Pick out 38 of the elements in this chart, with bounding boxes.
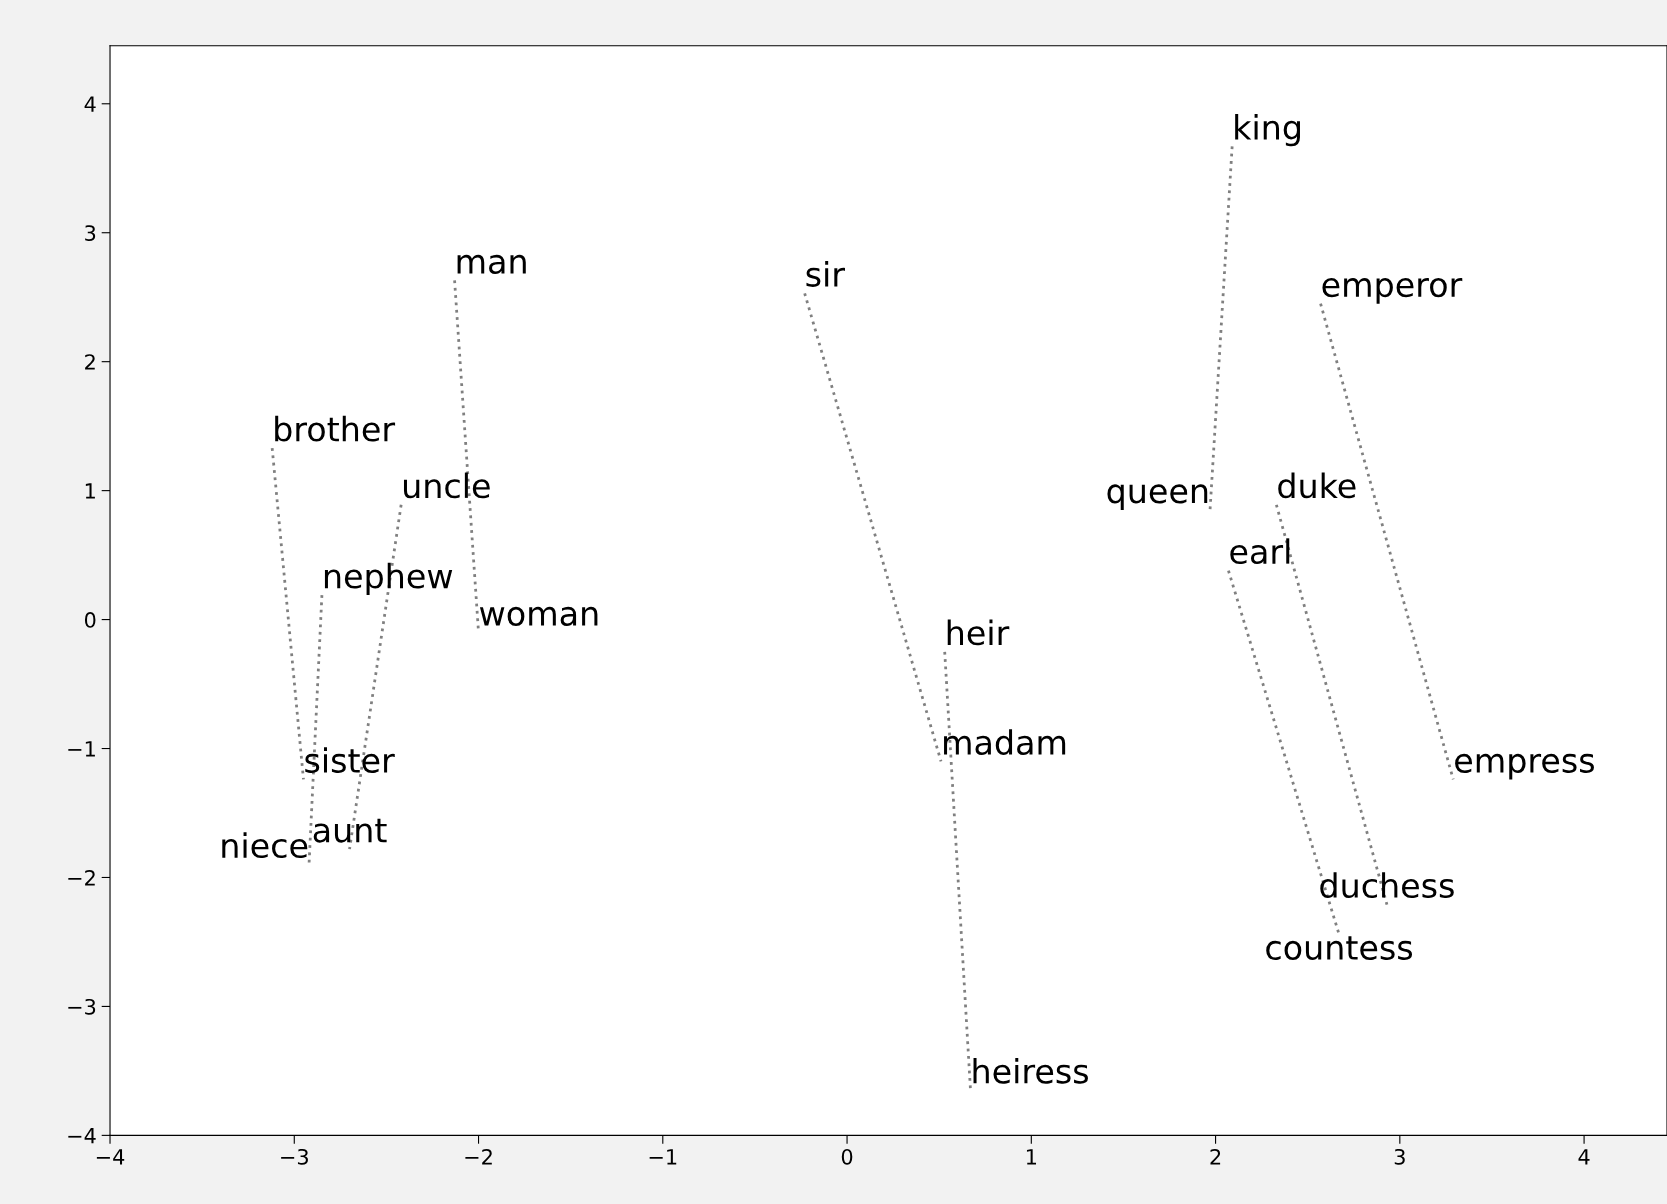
x-tick-label: −3 — [281, 1148, 308, 1165]
annotation: heir — [947, 619, 1010, 646]
x-tick-label: 0 — [841, 1148, 853, 1165]
annotation: man — [457, 254, 526, 274]
x-tick-label: −4 — [96, 1149, 125, 1165]
y-tick-label: −4 — [68, 1128, 96, 1144]
y-tick-label: −3 — [68, 998, 96, 1015]
annotation: sister — [305, 747, 395, 774]
annotation: heiress — [973, 1057, 1088, 1084]
y-tick-label: 1 — [85, 483, 95, 499]
y-tick-label: 2 — [85, 354, 95, 370]
x-tick-label: 1 — [1026, 1149, 1037, 1165]
annotation: niece — [222, 832, 308, 859]
y-tick-label: −2 — [68, 869, 95, 886]
y-tick-label: 0 — [84, 612, 96, 628]
x-tick-label: −1 — [649, 1149, 677, 1165]
y-tick-label: −1 — [68, 741, 95, 757]
annotation: king — [1235, 114, 1300, 147]
annotation: sir — [806, 261, 845, 287]
annotation: aunt — [313, 818, 387, 843]
x-tick-label: 3 — [1394, 1148, 1405, 1165]
annotation: emperor — [1322, 278, 1463, 304]
x-tick-label: −2 — [465, 1148, 492, 1165]
annotation: earl — [1230, 538, 1290, 565]
annotation: duchess — [1320, 872, 1454, 899]
annotation: empress — [1455, 753, 1594, 780]
x-tick-label: 4 — [1578, 1149, 1590, 1165]
annotation: brother — [275, 415, 396, 442]
annotation: queen — [1107, 484, 1208, 510]
annotation: uncle — [403, 472, 490, 499]
annotation: nephew — [324, 562, 453, 596]
annotation: madam — [944, 729, 1066, 755]
annotation: woman — [479, 606, 598, 627]
annotation: duke — [1278, 472, 1356, 499]
y-tick-label: 3 — [85, 225, 96, 241]
y-tick-label: 4 — [84, 96, 96, 112]
annotation: countess — [1266, 936, 1413, 961]
x-tick-label: 2 — [1210, 1148, 1221, 1165]
